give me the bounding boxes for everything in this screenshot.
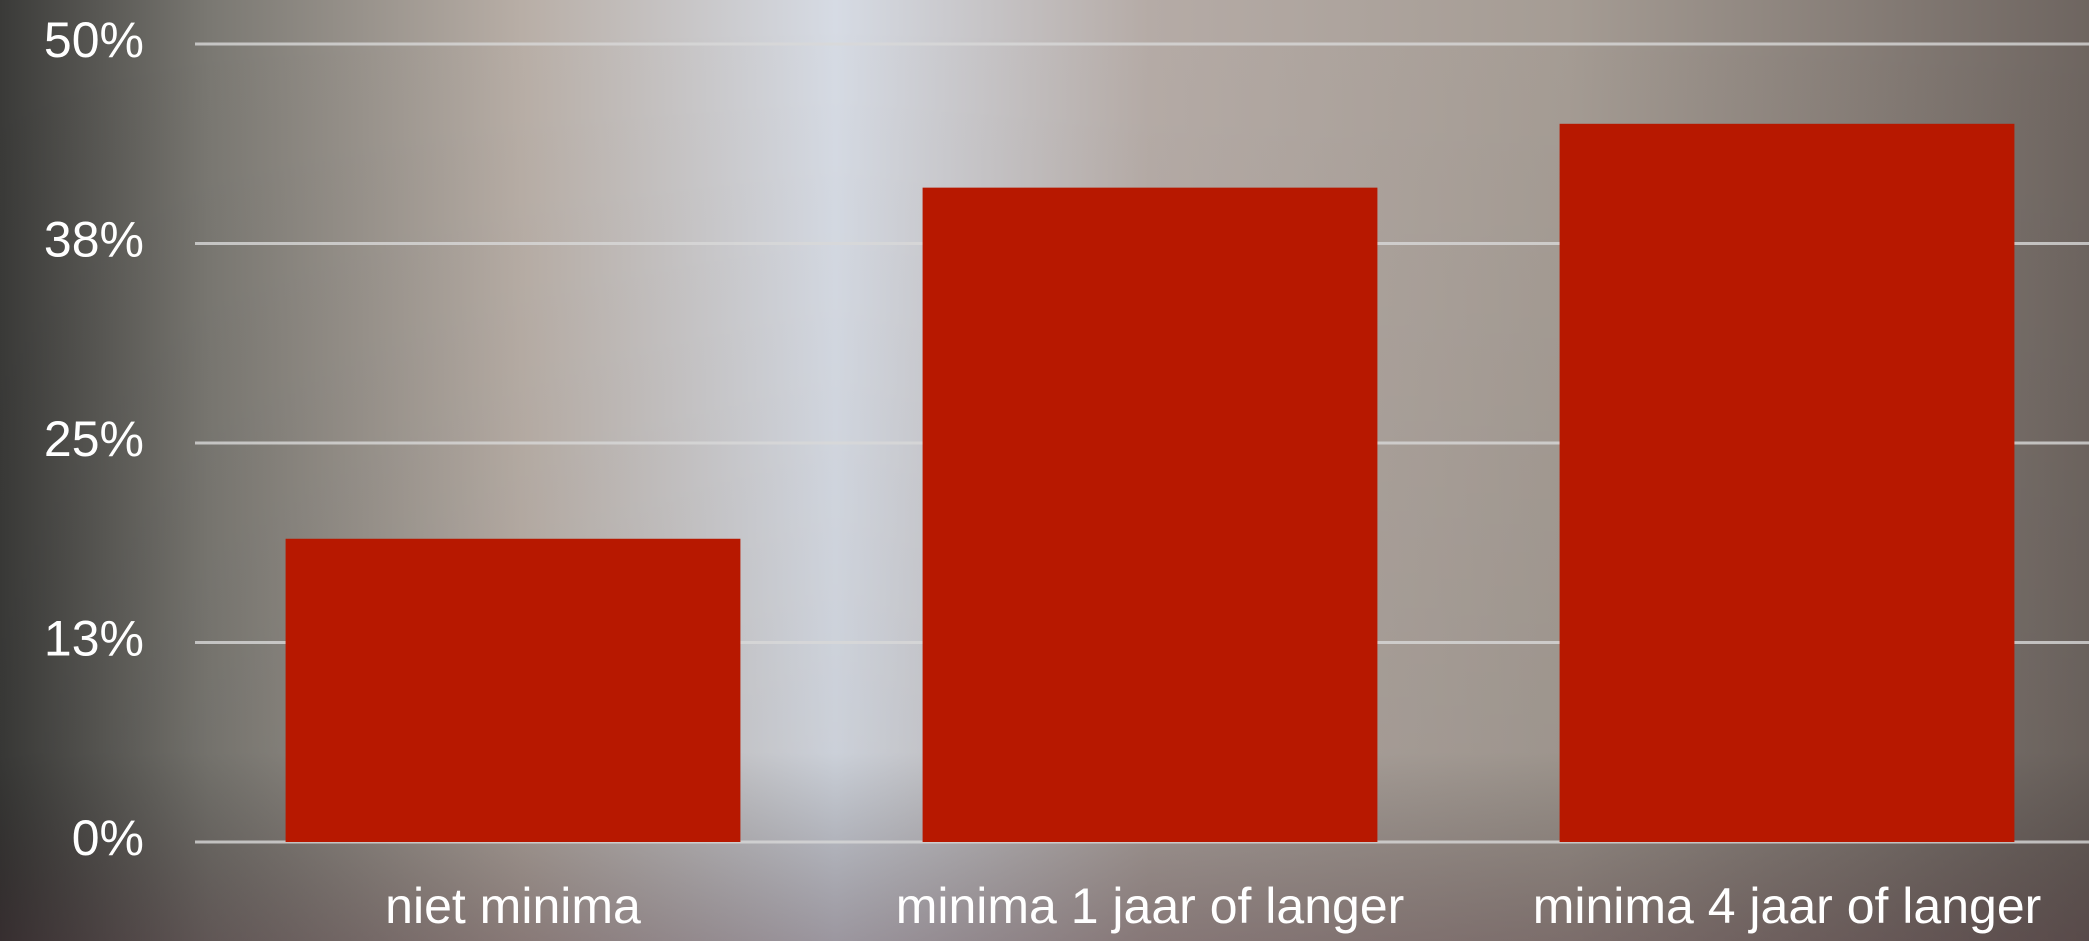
y-tick-label: 0% — [72, 810, 144, 866]
x-tick-label: niet minima — [385, 878, 641, 934]
x-tick-label: minima 1 jaar of langer — [896, 878, 1405, 934]
y-tick-label: 50% — [44, 12, 144, 68]
x-tick-label: minima 4 jaar of langer — [1533, 878, 2042, 934]
y-tick-label: 38% — [44, 212, 144, 268]
bar — [1559, 123, 2015, 843]
y-tick-label: 25% — [44, 411, 144, 467]
bar — [285, 538, 741, 842]
bar — [922, 187, 1378, 842]
y-tick-label: 13% — [44, 611, 144, 667]
